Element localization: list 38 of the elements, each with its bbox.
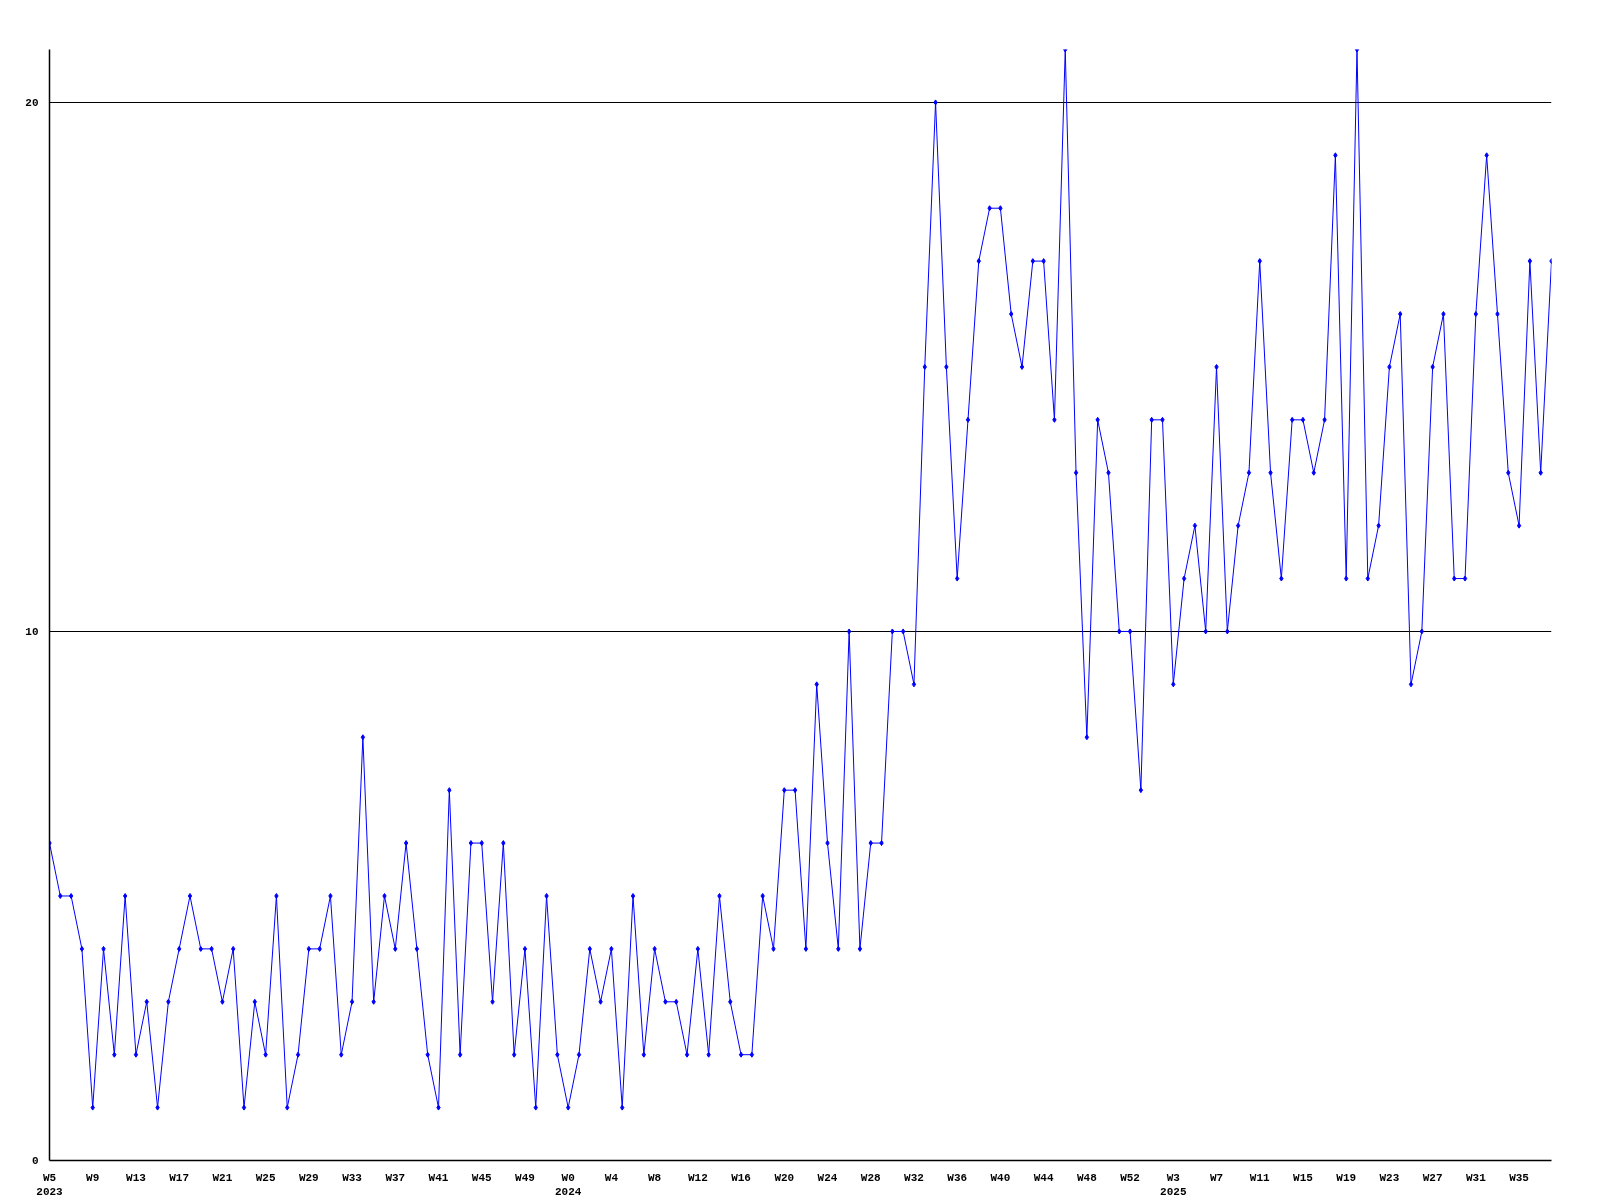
- x-tick-label: W5 2023: [36, 1171, 64, 1198]
- x-tick-label: W27: [1422, 1171, 1443, 1184]
- x-tick-label: W3 2025: [1160, 1171, 1187, 1198]
- x-tick-label: W44: [1033, 1171, 1054, 1184]
- x-tick-label: W49: [515, 1171, 535, 1184]
- x-tick-label: W24: [817, 1171, 838, 1184]
- x-tick-label: W23: [1379, 1171, 1400, 1184]
- x-tick-label: W19: [1336, 1171, 1357, 1184]
- x-tick-label: W17: [169, 1171, 190, 1184]
- x-tick-label: W0 2024: [554, 1171, 582, 1198]
- x-tick-label: W29: [298, 1171, 319, 1184]
- x-tick-label: W11: [1249, 1171, 1271, 1184]
- x-tick-label: W40: [990, 1171, 1011, 1184]
- x-tick-label: W33: [342, 1171, 363, 1184]
- x-tick-label: W20: [774, 1171, 795, 1184]
- x-tick-label: W31: [1465, 1171, 1487, 1184]
- x-tick-label: W45: [471, 1171, 493, 1184]
- x-tick-label: W15: [1293, 1171, 1314, 1184]
- y-tick-label: 0: [31, 1155, 39, 1167]
- x-tick-label: W52: [1120, 1171, 1140, 1184]
- x-tick-label: W7: [1209, 1171, 1224, 1184]
- x-tick-label: W8: [648, 1171, 662, 1184]
- y-tick-label: 20: [25, 96, 39, 109]
- x-tick-label: W4: [604, 1171, 619, 1184]
- x-tick-label: W9: [86, 1171, 100, 1184]
- x-tick-label: W36: [947, 1171, 968, 1184]
- x-tick-label: W32: [904, 1171, 924, 1184]
- x-tick-label: W25: [255, 1171, 276, 1184]
- x-tick-label: W16: [731, 1171, 751, 1184]
- x-tick-label: W48: [1076, 1171, 1098, 1184]
- x-tick-label: W41: [428, 1171, 449, 1184]
- x-tick-label: W35: [1509, 1171, 1530, 1184]
- x-tick-label: W28: [860, 1171, 882, 1184]
- y-tick-label: 10: [25, 625, 39, 638]
- x-tick-label: W37: [385, 1171, 406, 1184]
- x-tick-label: W13: [126, 1171, 147, 1184]
- x-tick-label: W21: [212, 1171, 233, 1184]
- x-tick-label: W12: [687, 1171, 708, 1184]
